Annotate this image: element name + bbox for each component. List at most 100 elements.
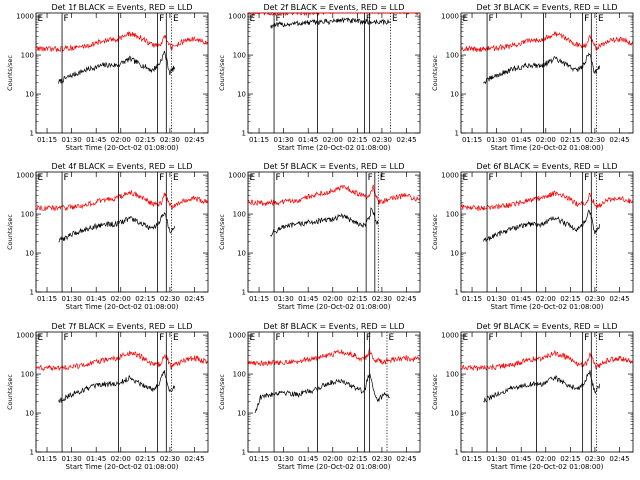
x-tick-label: 02:00 [536, 136, 556, 144]
chart-title: Det 9f BLACK = Events, RED = LLD [476, 322, 617, 331]
y-axis-label: Counts/sec [218, 214, 226, 250]
y-tick-label: 1 [455, 130, 459, 138]
x-tick-label: 02:15 [560, 455, 580, 463]
x-tick-label: 01:45 [86, 136, 106, 144]
marker-label: E [463, 14, 469, 24]
y-tick-label: 100 [21, 52, 34, 60]
x-tick-label: 02:30 [585, 295, 605, 303]
lld-series-line [460, 31, 633, 53]
lld-series-line [460, 190, 633, 211]
x-tick-label: 02:00 [536, 455, 556, 463]
marker-label: F [64, 14, 69, 24]
marker-label: F [366, 14, 371, 24]
marker-label: E [463, 173, 469, 183]
y-tick-label: 1 [30, 449, 34, 457]
x-tick-label: 01:30 [487, 136, 507, 144]
x-axis-label: Start Time (20-Oct-02 01:08:00) [66, 144, 179, 152]
marker-label: F [276, 333, 281, 343]
chart-title: Det 3f BLACK = Events, RED = LLD [476, 3, 617, 12]
chart-title: Det 8f BLACK = Events, RED = LLD [263, 322, 404, 331]
y-tick-label: 10 [450, 410, 459, 418]
x-tick-label: 02:15 [347, 455, 367, 463]
x-tick-label: 01:15 [37, 295, 57, 303]
x-tick-label: 02:15 [560, 136, 580, 144]
marker-label: F [276, 173, 281, 183]
chart-panel: Det 7f BLACK = Events, RED = LLD 1 10 100 10… [6, 322, 209, 471]
chart-title: Det 1f BLACK = Events, RED = LLD [51, 3, 192, 12]
x-tick-label: 01:30 [62, 455, 82, 463]
marker-label: E [250, 333, 256, 343]
x-tick-label: 02:00 [111, 295, 131, 303]
x-tick-label: 02:45 [396, 455, 416, 463]
x-tick-label: 02:15 [347, 136, 367, 144]
marker-label: F [368, 173, 373, 183]
marker-label: E [38, 333, 44, 343]
y-tick-label: 10 [25, 91, 34, 99]
y-tick-label: 100 [21, 371, 34, 379]
y-tick-label: 1 [30, 130, 34, 138]
marker-label: E [173, 173, 179, 183]
y-tick-label: 1000 [228, 172, 246, 180]
y-tick-label: 10 [25, 250, 34, 258]
x-tick-label: 02:30 [160, 455, 180, 463]
x-tick-label: 01:15 [462, 136, 482, 144]
x-tick-label: 02:45 [396, 136, 416, 144]
marker-label: E [380, 173, 386, 183]
y-tick-label: 10 [237, 91, 246, 99]
x-axis-label: Start Time (20-Oct-02 01:08:00) [491, 303, 604, 311]
marker-label: F [489, 173, 494, 183]
y-tick-label: 1000 [228, 13, 246, 21]
chart-title: Det 2f BLACK = Events, RED = LLD [263, 3, 404, 12]
y-tick-label: 1000 [16, 13, 34, 21]
y-axis-label: Counts/sec [6, 55, 14, 91]
chart-title: Det 5f BLACK = Events, RED = LLD [263, 162, 404, 171]
marker-label: F [159, 14, 164, 24]
marker-label: F [584, 14, 589, 24]
x-tick-label: 02:00 [111, 136, 131, 144]
y-tick-label: 100 [446, 211, 459, 219]
y-tick-label: 1000 [441, 172, 459, 180]
chart-panel: Det 9f BLACK = Events, RED = LLD 1 10 100 10… [431, 322, 634, 471]
x-axis-label: Start Time (20-Oct-02 01:08:00) [278, 463, 391, 471]
y-tick-label: 100 [233, 371, 246, 379]
x-tick-label: 02:30 [585, 455, 605, 463]
y-tick-label: 10 [237, 410, 246, 418]
x-tick-label: 02:30 [160, 295, 180, 303]
y-tick-label: 1000 [16, 172, 34, 180]
marker-label: E [38, 14, 44, 24]
y-tick-label: 1000 [16, 332, 34, 340]
x-tick-label: 01:30 [274, 295, 294, 303]
marker-label: E [38, 173, 44, 183]
x-tick-label: 02:30 [585, 136, 605, 144]
marker-label: F [159, 333, 164, 343]
chart-title: Det 6f BLACK = Events, RED = LLD [476, 162, 617, 171]
x-tick-label: 02:00 [323, 455, 343, 463]
x-axis-label: Start Time (20-Oct-02 01:08:00) [278, 303, 391, 311]
marker-label: E [598, 333, 604, 343]
events-series-line [58, 211, 176, 243]
y-tick-label: 1000 [441, 13, 459, 21]
marker-label: F [366, 333, 371, 343]
x-tick-label: 02:15 [135, 455, 155, 463]
x-axis-label: Start Time (20-Oct-02 01:08:00) [491, 463, 604, 471]
events-series-line [270, 207, 379, 237]
events-series-line [270, 16, 391, 29]
lld-series-line [247, 11, 420, 17]
chart-panel: Det 4f BLACK = Events, RED = LLD 1 10 100 10… [6, 162, 209, 311]
x-tick-label: 01:45 [298, 455, 318, 463]
y-tick-label: 100 [21, 211, 34, 219]
x-tick-label: 02:15 [347, 295, 367, 303]
y-axis-label: Counts/sec [431, 374, 439, 410]
x-tick-label: 01:30 [487, 295, 507, 303]
x-tick-label: 01:30 [487, 455, 507, 463]
y-axis-label: Counts/sec [6, 374, 14, 410]
marker-label: E [173, 14, 179, 24]
marker-label: F [276, 14, 281, 24]
x-tick-label: 02:00 [111, 455, 131, 463]
y-axis-label: Counts/sec [431, 55, 439, 91]
y-axis-label: Counts/sec [431, 214, 439, 250]
y-tick-label: 1000 [228, 332, 246, 340]
marker-label: F [584, 173, 589, 183]
